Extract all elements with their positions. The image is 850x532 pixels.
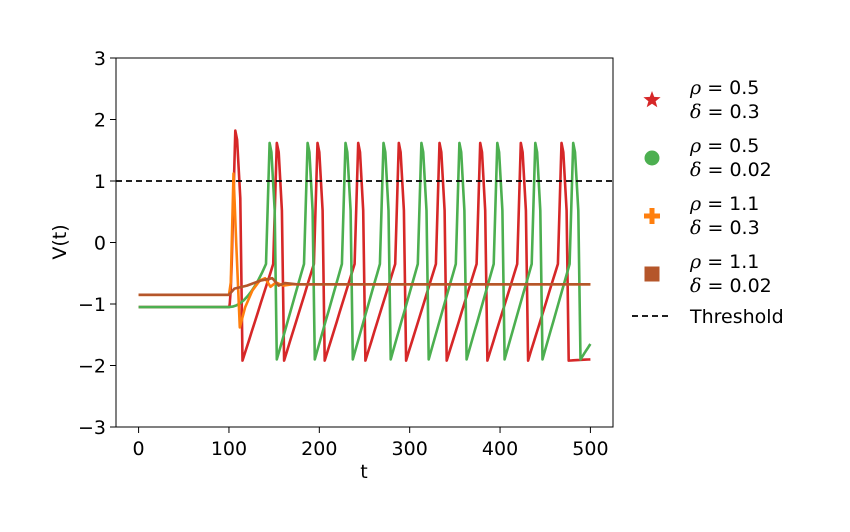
legend-label: δ = 0.02 (690, 275, 772, 297)
y-tick-label: −2 (78, 356, 106, 378)
legend-label: δ = 0.3 (690, 101, 760, 123)
legend-marker-square (644, 266, 660, 282)
legend-label: ρ = 0.5 (689, 77, 759, 99)
y-axis-label: V(t) (49, 224, 71, 259)
y-tick-label: 2 (94, 110, 106, 132)
x-axis-label: t (360, 461, 367, 483)
x-tick-label: 400 (482, 438, 518, 460)
y-tick-label: 1 (94, 171, 106, 193)
legend-label: ρ = 0.5 (689, 135, 759, 157)
x-tick-label: 300 (392, 438, 428, 460)
x-axis: 0 100 200 300 400 500 (133, 427, 609, 460)
x-tick-label: 100 (211, 438, 247, 460)
series-line (138, 141, 592, 361)
legend-marker-plus (644, 208, 660, 224)
y-axis: −3 −2 −1 0 1 2 3 (78, 48, 116, 439)
legend: ρ = 0.5δ = 0.3ρ = 0.5δ = 0.02ρ = 1.1δ = … (632, 77, 784, 328)
y-tick-label: −1 (78, 294, 106, 316)
legend-label: δ = 0.3 (690, 217, 760, 239)
legend-label: ρ = 1.1 (689, 193, 759, 215)
legend-marker-circle (644, 150, 660, 166)
legend-label: δ = 0.02 (690, 159, 772, 181)
series-layer (138, 129, 592, 362)
y-tick-label: 3 (94, 48, 106, 70)
legend-threshold-label: Threshold (689, 306, 784, 328)
x-tick-label: 500 (572, 438, 608, 460)
legend-marker-star (643, 91, 661, 108)
series-line (138, 276, 591, 297)
series-line (138, 129, 591, 362)
legend-label: ρ = 1.1 (689, 251, 759, 273)
y-tick-label: 0 (94, 233, 106, 255)
x-tick-label: 0 (133, 438, 145, 460)
y-tick-label: −3 (78, 417, 106, 439)
x-tick-label: 200 (301, 438, 337, 460)
